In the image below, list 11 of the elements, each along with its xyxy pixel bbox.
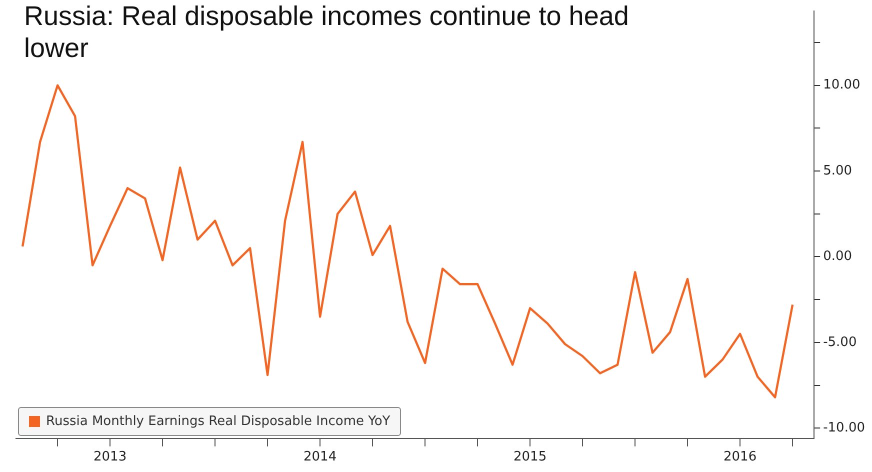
y-tick-label: 5.00 — [823, 163, 852, 178]
legend-label: Russia Monthly Earnings Real Disposable Income YoY — [46, 414, 390, 430]
x-tick-label: 2014 — [304, 450, 337, 465]
y-tick-label: -10.00 — [823, 420, 866, 436]
chart-title: Russia: Real disposable incomes continue to head lower — [24, 0, 629, 63]
y-tick-label: 10.00 — [823, 78, 860, 93]
x-tick-label: 2013 — [94, 450, 127, 465]
y-tick-label: -5.00 — [823, 334, 857, 350]
x-tick-label: 2015 — [514, 450, 547, 465]
y-tick-label: 0.00 — [823, 249, 852, 264]
x-tick-label: 2016 — [724, 450, 757, 465]
